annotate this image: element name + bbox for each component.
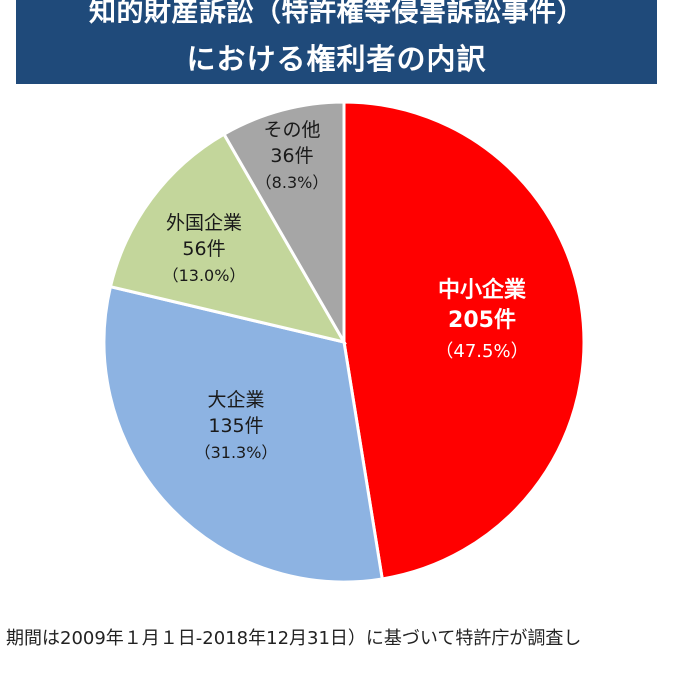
slice-other-count-label: 36件	[270, 145, 313, 167]
slice-foreign-pct-label: （13.0%）	[163, 266, 246, 285]
slice-small-medium	[342, 100, 586, 581]
slice-other-label-label: その他	[263, 119, 320, 141]
chart-title-line2: における権利者の内訳	[186, 42, 487, 76]
title-banner: 知的財産訴訟（特許権等侵害訴訟事件） における権利者の内訳	[16, 0, 657, 84]
footnote: 期間は2009年１月１日-2018年12月31日）に基づいて特許庁が調査し	[6, 628, 582, 649]
slice-foreign-count-label: 56件	[182, 238, 225, 260]
slice-large-pct-label: （31.3%）	[195, 443, 278, 462]
slice-large-count-label: 135件	[208, 415, 263, 437]
pie-chart: 中小企業 205件 （47.5%） 大企業 135件 （31.3%） 外国企業 56件 （13.…	[102, 100, 586, 584]
slice-foreign-label-label: 外国企業	[166, 212, 242, 234]
slice-small-medium-count-label: 205件	[448, 308, 516, 333]
slice-foreign	[108, 132, 348, 345]
chart-title-line1: 知的財産訴訟（特許権等侵害訴訟事件）	[89, 0, 584, 28]
slice-large	[102, 284, 384, 584]
slice-small-medium-pct-label: （47.5%）	[435, 341, 528, 362]
slice-other-pct-label: （8.3%）	[256, 173, 329, 192]
slice-large-label-label: 大企業	[207, 389, 264, 411]
slice-other	[221, 100, 346, 348]
slice-small-medium-label-label: 中小企業	[438, 277, 527, 303]
